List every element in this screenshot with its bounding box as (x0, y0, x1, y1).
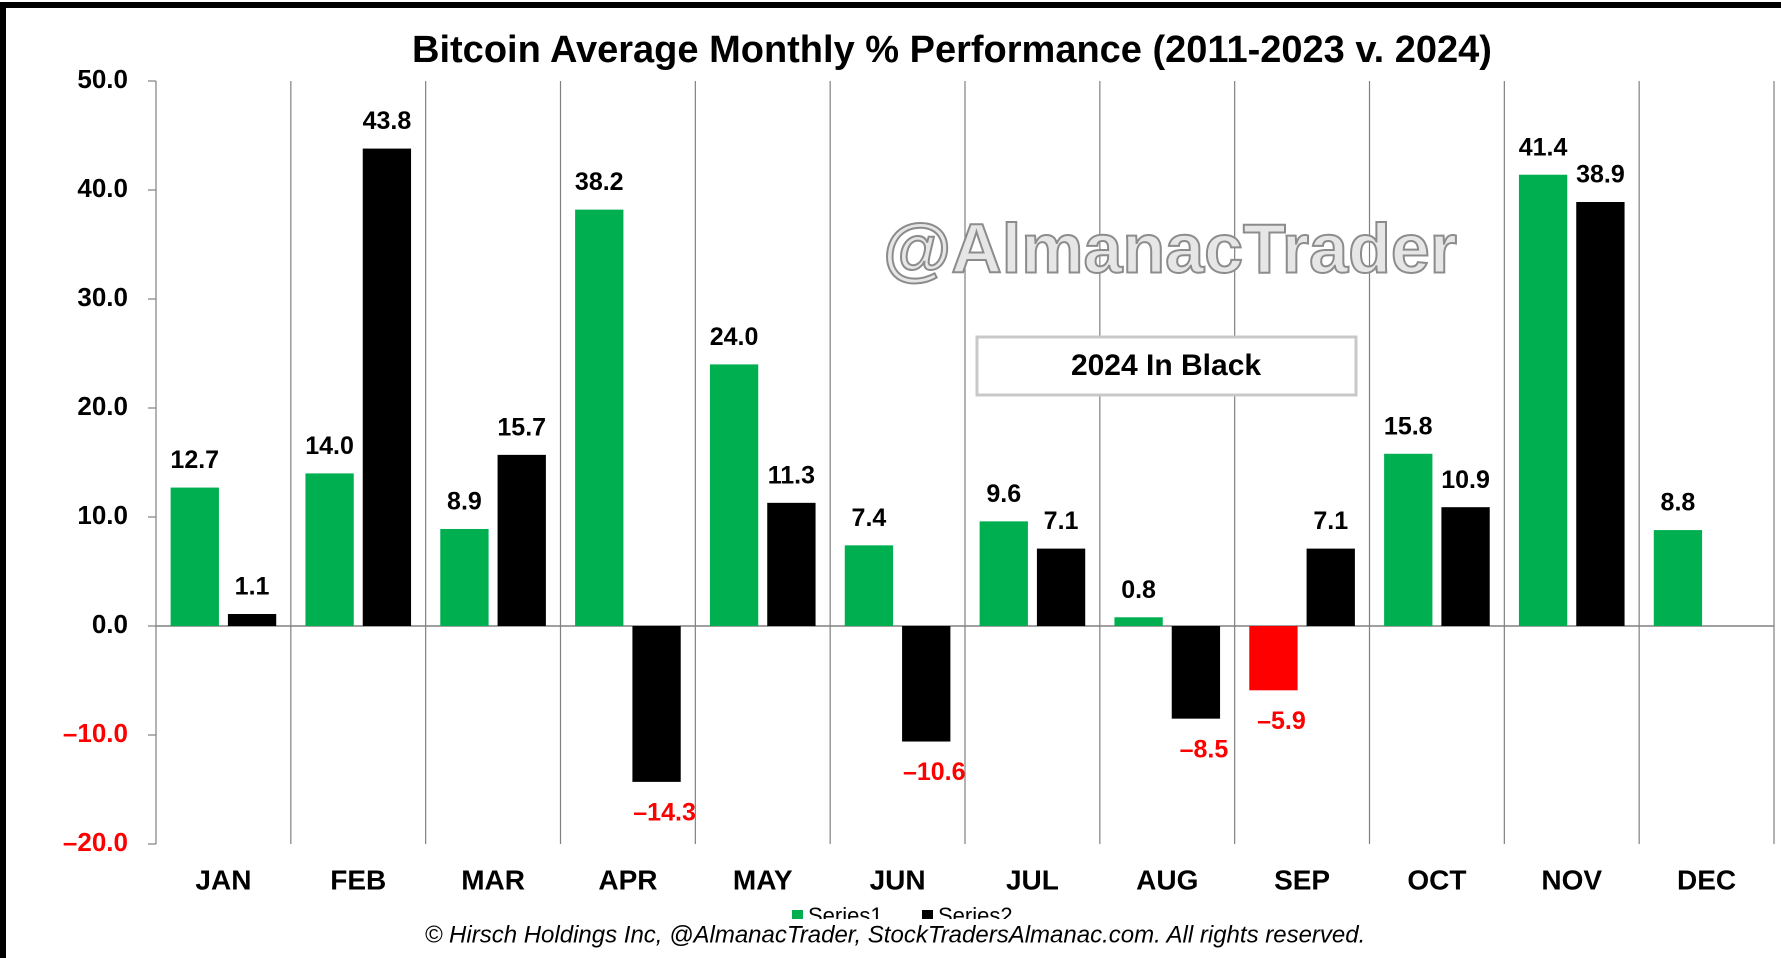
bar (227, 614, 277, 626)
bar (497, 454, 546, 626)
data-label: 41.4 (1519, 133, 1568, 161)
x-tick-label: APR (598, 864, 657, 895)
bar (767, 502, 816, 626)
legend-swatch (922, 910, 933, 921)
footer: © Hirsch Holdings Inc, @AlmanacTrader, S… (425, 921, 1366, 948)
x-tick-label: JUL (1006, 864, 1059, 895)
bar (709, 364, 759, 626)
bar (1036, 548, 1086, 626)
y-tick-label: 20.0 (77, 391, 128, 421)
bar (575, 209, 624, 626)
bar (305, 473, 354, 626)
watermark: @AlmanacTrader (883, 209, 1457, 287)
y-tick-label: 50.0 (77, 64, 128, 94)
x-tick-label: NOV (1541, 864, 1602, 895)
bar (1384, 453, 1433, 626)
bar (844, 545, 894, 626)
data-label: –14.3 (633, 798, 696, 826)
y-tick-label: –20.0 (63, 827, 128, 857)
data-label: –10.6 (903, 758, 966, 786)
legend-swatch (792, 910, 803, 921)
x-tick-label: SEP (1274, 864, 1330, 895)
bar (1306, 548, 1355, 626)
data-label: –8.5 (1180, 735, 1229, 763)
annotation-box (975, 335, 1358, 397)
bar (1171, 626, 1221, 719)
data-label: 12.7 (170, 446, 219, 474)
x-tick-label: JAN (195, 864, 251, 895)
bar (170, 487, 219, 626)
data-label: 0.8 (1121, 576, 1156, 604)
data-label: 7.1 (1044, 507, 1079, 535)
y-tick-label: 10.0 (77, 500, 128, 530)
data-label: 8.8 (1661, 489, 1696, 517)
x-tick-label: FEB (330, 864, 386, 895)
x-tick-label: OCT (1407, 864, 1466, 895)
bar (1518, 174, 1568, 627)
y-tick-label: 40.0 (77, 173, 128, 203)
bar (1249, 626, 1298, 691)
data-label: 15.7 (497, 413, 546, 441)
data-label: 38.9 (1576, 161, 1625, 189)
data-label: 24.0 (710, 323, 759, 351)
bar (1114, 617, 1163, 626)
data-label: 9.6 (986, 480, 1021, 508)
x-tick-label: MAR (461, 864, 525, 895)
x-tick-label: JUN (870, 864, 926, 895)
bar (1441, 507, 1490, 626)
x-tick-label: AUG (1136, 864, 1198, 895)
bar (440, 528, 489, 626)
data-label: 8.9 (447, 488, 482, 516)
data-label: 10.9 (1441, 466, 1490, 494)
data-label: 43.8 (363, 107, 412, 135)
chart-title: Bitcoin Average Monthly % Performance (2… (412, 29, 1492, 71)
data-label: 38.2 (575, 168, 624, 196)
bar (1576, 201, 1625, 627)
x-tick-label: DEC (1677, 864, 1736, 895)
data-label: 7.4 (852, 504, 887, 532)
bar (902, 626, 951, 742)
data-label: 14.0 (305, 432, 354, 460)
bar (979, 521, 1028, 626)
data-label: 11.3 (768, 461, 815, 489)
data-label: 1.1 (235, 573, 270, 601)
footer-mask (300, 919, 1500, 955)
data-label: 7.1 (1313, 507, 1348, 535)
bar (1653, 530, 1703, 626)
y-tick-label: 30.0 (77, 282, 128, 312)
y-tick-label: –10.0 (63, 718, 128, 748)
x-tick-label: MAY (733, 864, 793, 895)
data-label: –5.9 (1257, 707, 1306, 735)
annotation: 2024 In Black (1071, 349, 1261, 382)
data-label: 15.8 (1384, 412, 1433, 440)
bar (632, 626, 681, 782)
y-tick-label: 0.0 (92, 609, 128, 639)
bar (362, 148, 412, 626)
